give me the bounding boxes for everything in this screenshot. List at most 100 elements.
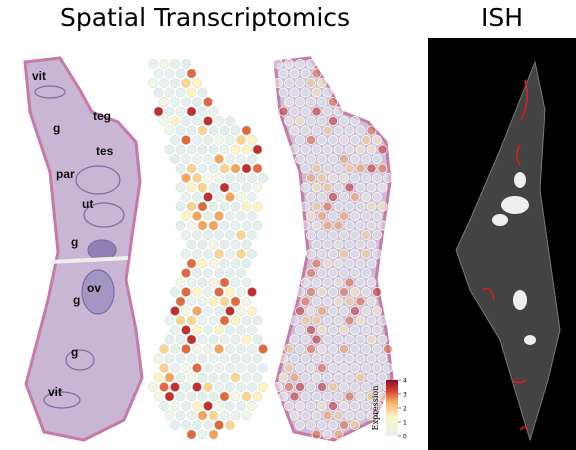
spot	[252, 353, 263, 364]
spot	[170, 325, 180, 335]
spot-overlay	[355, 353, 366, 364]
spot-overlay	[322, 391, 333, 402]
spot	[208, 220, 219, 231]
spot-overlay	[300, 277, 311, 288]
spot	[219, 182, 230, 193]
annotation: par	[56, 167, 75, 181]
spot	[197, 429, 208, 440]
spot	[197, 201, 208, 212]
spot	[186, 201, 197, 212]
spot-overlay	[295, 363, 305, 373]
spot	[164, 334, 175, 345]
spot-overlay	[317, 249, 327, 259]
spot-overlay	[361, 230, 371, 240]
spot	[241, 258, 252, 269]
spot	[181, 344, 191, 354]
spot	[164, 125, 175, 136]
colorbar-tick-label: 2	[403, 406, 407, 413]
spot	[197, 125, 208, 136]
spot-overlay	[350, 173, 360, 183]
spot-overlay	[317, 325, 327, 335]
annotation: vit	[32, 69, 46, 83]
spot-overlay	[300, 296, 311, 307]
colorbar	[386, 380, 398, 436]
spot-overlay	[322, 182, 333, 193]
spot	[236, 249, 246, 259]
spot-overlay	[317, 116, 327, 126]
spot	[214, 154, 224, 164]
spot-overlay	[289, 106, 300, 117]
spot-overlay	[350, 135, 360, 145]
spot	[175, 106, 186, 117]
spot-overlay	[361, 401, 371, 411]
spot	[175, 391, 186, 402]
spot	[208, 410, 219, 421]
spot	[192, 287, 202, 297]
spot	[192, 211, 202, 221]
spot-overlay	[377, 163, 388, 174]
spot-overlay	[339, 401, 349, 411]
spot	[170, 401, 180, 411]
spot-overlay	[350, 249, 360, 259]
spot-overlay	[300, 353, 311, 364]
spot	[175, 334, 186, 345]
spot	[252, 144, 263, 155]
spot-overlay	[284, 116, 294, 126]
spot	[170, 97, 180, 107]
spot-overlay	[333, 106, 344, 117]
spot	[203, 363, 213, 373]
spot-overlay	[306, 382, 316, 392]
spot	[219, 353, 230, 364]
spot	[214, 420, 224, 430]
spot	[236, 382, 246, 392]
spot	[197, 410, 208, 421]
spot	[236, 306, 246, 316]
spot	[170, 78, 180, 88]
spot	[230, 334, 241, 345]
spot	[219, 277, 230, 288]
spot-overlay	[333, 372, 344, 383]
spot-overlay	[311, 429, 322, 440]
spot-overlay	[366, 163, 377, 174]
spot	[225, 211, 235, 221]
spot	[252, 315, 263, 326]
spot-overlay	[372, 211, 382, 221]
spot-overlay	[328, 97, 338, 107]
spot-overlay	[311, 220, 322, 231]
spot	[225, 420, 235, 430]
spot-overlay	[311, 372, 322, 383]
spot	[252, 182, 263, 193]
spot	[214, 382, 224, 392]
spot	[230, 258, 241, 269]
spot-overlay	[295, 59, 305, 69]
spot	[153, 372, 164, 383]
spot-overlay	[339, 211, 349, 221]
spot	[247, 344, 257, 354]
spot-overlay	[350, 382, 360, 392]
spot-overlay	[355, 334, 366, 345]
spot-overlay	[344, 372, 355, 383]
spot-overlay	[377, 353, 388, 364]
spot-overlay	[295, 135, 305, 145]
spot-overlay	[344, 163, 355, 174]
spot	[197, 258, 208, 269]
spot-overlay	[273, 382, 283, 392]
spot-overlay	[300, 220, 311, 231]
spot	[159, 382, 169, 392]
spot	[252, 391, 263, 402]
spot	[208, 106, 219, 117]
spot	[230, 391, 241, 402]
tissue-he	[23, 56, 144, 442]
spot	[164, 87, 175, 98]
spot-overlay	[350, 230, 360, 240]
spot-overlay	[339, 135, 349, 145]
spot-overlay	[355, 258, 366, 269]
spot-overlay	[366, 391, 377, 402]
spot	[247, 249, 257, 259]
spot-overlay	[284, 363, 294, 373]
spot-overlay	[333, 353, 344, 364]
spot	[186, 429, 197, 440]
spot	[175, 410, 186, 421]
spot	[219, 372, 230, 383]
spot	[236, 344, 246, 354]
